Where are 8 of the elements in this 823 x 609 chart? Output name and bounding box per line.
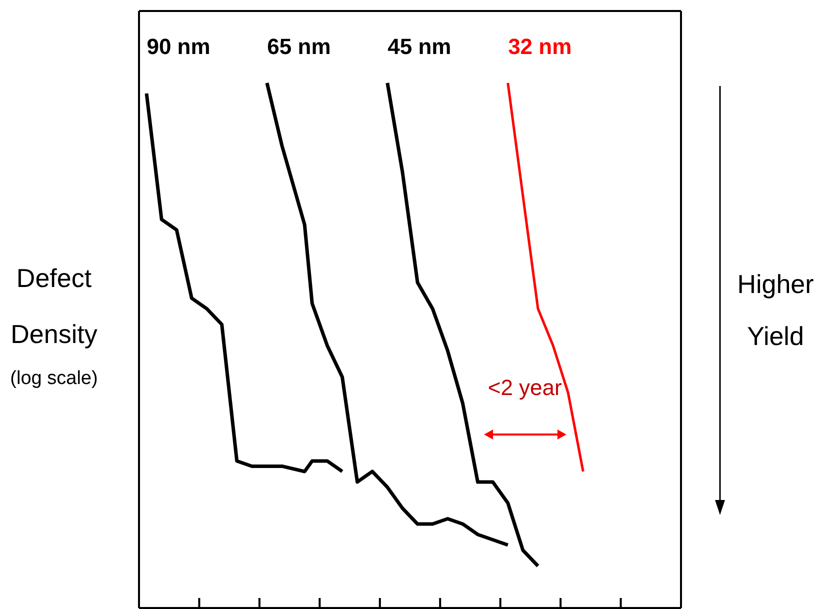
series-label: 65 nm — [267, 34, 331, 59]
annotation: <2 year — [488, 374, 562, 400]
series-label: 32 nm — [508, 34, 572, 59]
series-label: 90 nm — [146, 34, 210, 59]
text: Higher Yield — [736, 268, 815, 353]
y-axis-title: Defect Density — [10, 262, 98, 351]
text: (log scale) — [9, 368, 99, 390]
series-label: 45 nm — [388, 34, 452, 59]
